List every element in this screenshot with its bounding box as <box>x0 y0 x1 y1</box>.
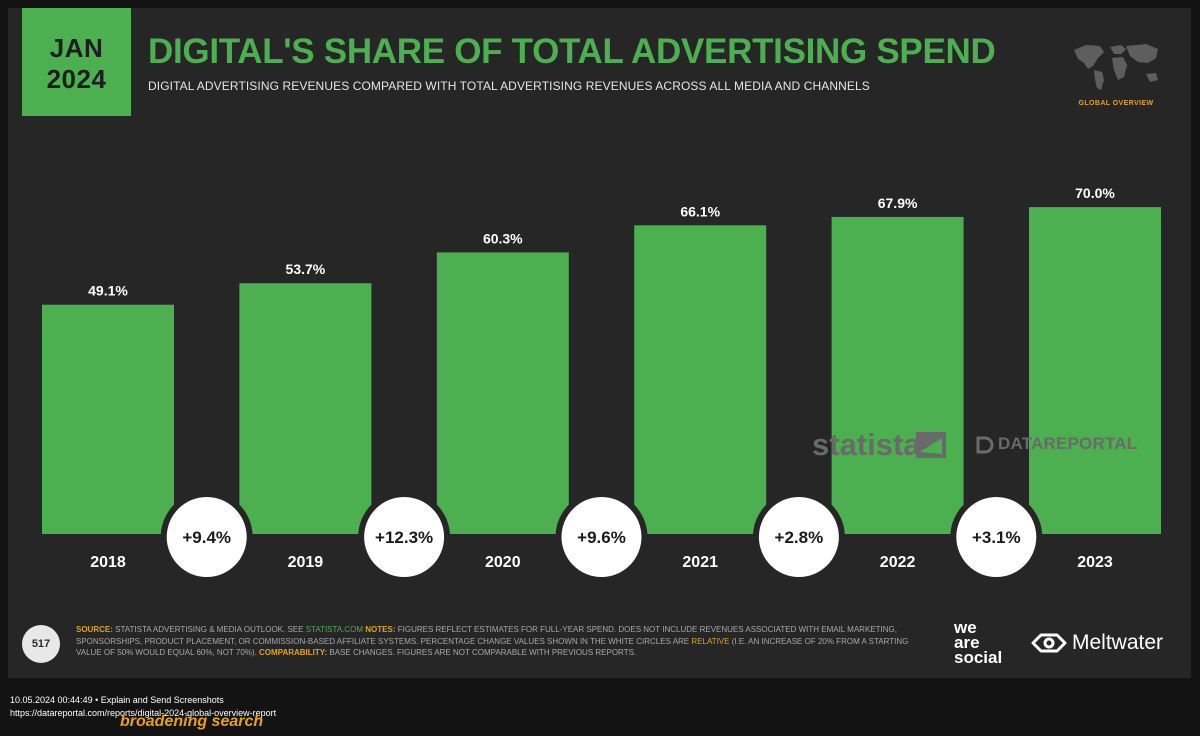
category-label-2020: 2020 <box>485 554 521 571</box>
value-label-2023: 70.0% <box>1075 185 1115 201</box>
ws-line-1: we <box>954 618 977 637</box>
source-url[interactable]: https://datareportal.com/reports/digital… <box>10 708 277 718</box>
bar-2019 <box>239 283 372 534</box>
ws-line-3: social <box>954 648 1003 667</box>
datareportal-logo-icon <box>976 436 994 454</box>
change-circle-0 <box>166 497 247 577</box>
bar-chart: 49.1% 2018 53.7% 2019 60.3% 2020 66.1% 2021 67.9… <box>42 185 1161 583</box>
change-label-2: +9.6% <box>577 528 626 547</box>
page-title: DIGITAL'S SHARE OF TOTAL ADVERTISING SPE… <box>148 32 996 71</box>
category-label-2019: 2019 <box>288 554 324 571</box>
notes-relative: RELATIVE <box>691 636 730 646</box>
value-label-2021: 66.1% <box>680 203 720 219</box>
category-label-2023: 2023 <box>1077 554 1113 571</box>
value-label-2022: 67.9% <box>878 195 918 211</box>
date-month: JAN <box>49 33 104 63</box>
page-number: 517 <box>22 625 60 663</box>
bar-2018 <box>42 304 174 534</box>
source-label: SOURCE: <box>76 625 113 634</box>
notes-label: NOTES: <box>365 625 396 634</box>
change-circle-1 <box>364 497 445 577</box>
source-text: STATISTA ADVERTISING & MEDIA OUTLOOK. SE… <box>115 625 304 634</box>
statista-watermark: statista <box>812 427 921 462</box>
change-label-1: +12.3% <box>375 528 433 547</box>
we-are-social-logo: we are social <box>954 618 1003 667</box>
notes-text-2: (I.E. AN INCREASE OF 20% FROM A STARTING… <box>76 636 909 658</box>
value-label-2020: 60.3% <box>483 230 523 246</box>
badge-label: GLOBAL OVERVIEW <box>1078 100 1154 107</box>
screenshot-caption: 10.05.2024 00:44:49 • Explain and Send S… <box>10 695 224 705</box>
change-circle-2 <box>561 497 642 577</box>
source-notes: SOURCE: STATISTA ADVERTISING & MEDIA OUT… <box>76 624 926 659</box>
overlay-text: broadening search <box>120 713 264 730</box>
world-map-icon <box>1074 44 1158 90</box>
datareportal-watermark: DATAREPORTAL <box>998 434 1138 453</box>
source-link[interactable]: STATISTA.COM <box>305 625 364 634</box>
slide: JAN 2024 DIGITAL'S SHARE OF TOTAL ADVERT… <box>8 8 1191 678</box>
bar-2023 <box>1029 207 1161 534</box>
category-label-2018: 2018 <box>90 554 126 571</box>
category-label-2022: 2022 <box>880 554 916 571</box>
meltwater-logo-icon <box>1031 633 1067 653</box>
comparability-label: COMPARABILITY: <box>259 648 328 657</box>
notes-text: FIGURES REFLECT ESTIMATES FOR FULL-YEAR … <box>76 625 897 646</box>
bar-2022 <box>831 216 964 535</box>
ws-line-2: are <box>954 633 980 652</box>
change-label-0: +9.4% <box>182 528 231 547</box>
date-badge: JAN 2024 <box>22 8 131 116</box>
statista-logo-icon <box>916 432 946 458</box>
change-label-4: +3.1% <box>972 528 1021 547</box>
page-subtitle: DIGITAL ADVERTISING REVENUES COMPARED WI… <box>148 79 870 93</box>
global-overview-badge: GLOBAL OVERVIEW <box>1066 36 1166 112</box>
change-label-3: +2.8% <box>775 528 824 547</box>
bar-2020 <box>436 252 569 535</box>
change-circle-4 <box>956 497 1037 577</box>
meltwater-wordmark: Meltwater <box>1072 631 1164 654</box>
comparability-text: BASE CHANGES. FIGURES ARE NOT COMPARABLE… <box>329 648 637 657</box>
value-label-2019: 53.7% <box>286 261 326 277</box>
bar-2021 <box>634 225 767 535</box>
change-circle-3 <box>758 497 839 577</box>
category-label-2021: 2021 <box>682 554 718 571</box>
value-label-2018: 49.1% <box>88 283 128 299</box>
date-year: 2024 <box>46 64 107 94</box>
